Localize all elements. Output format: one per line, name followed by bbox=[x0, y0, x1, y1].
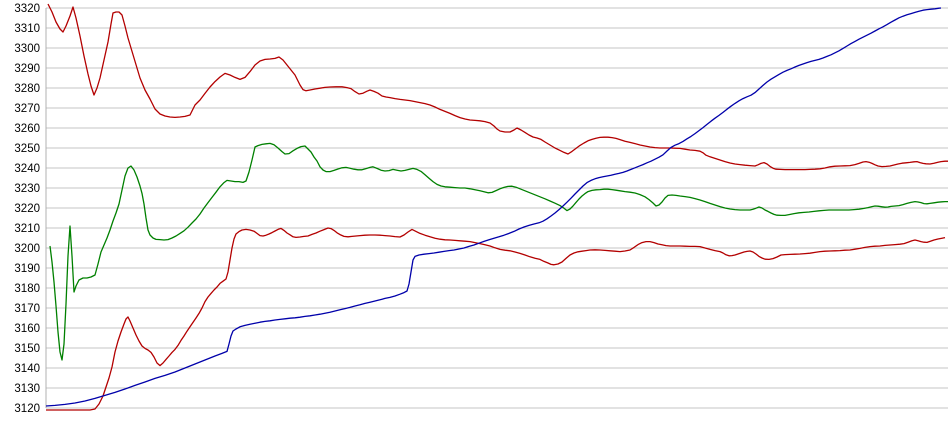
y-axis-tick-label: 3180 bbox=[14, 283, 40, 295]
y-axis-tick-label: 3230 bbox=[14, 183, 40, 195]
y-axis-tick-label: 3170 bbox=[14, 303, 40, 315]
y-axis-tick-label: 3190 bbox=[14, 263, 40, 275]
y-axis-tick-label: 3160 bbox=[14, 323, 40, 335]
green-line bbox=[49, 142, 948, 361]
y-axis-tick-label: 3260 bbox=[14, 123, 40, 135]
lower-red-line bbox=[46, 227, 946, 411]
y-axis-tick-label: 3120 bbox=[14, 403, 40, 415]
y-axis-tick-label: 3220 bbox=[14, 203, 40, 215]
y-axis-tick-label: 3210 bbox=[14, 223, 40, 235]
upper-red-line bbox=[47, 3, 948, 171]
y-axis-tick-label: 3290 bbox=[14, 63, 40, 75]
y-axis-tick-label: 3320 bbox=[14, 3, 40, 15]
y-axis-tick-label: 3300 bbox=[14, 43, 40, 55]
y-axis-tick-label: 3200 bbox=[14, 243, 40, 255]
blue-line bbox=[45, 7, 942, 407]
y-axis-tick-label: 3150 bbox=[14, 343, 40, 355]
y-axis-tick-label: 3280 bbox=[14, 83, 40, 95]
y-axis-tick-label: 3250 bbox=[14, 143, 40, 155]
y-axis-tick-label: 3240 bbox=[14, 163, 40, 175]
y-axis-tick-label: 3130 bbox=[14, 383, 40, 395]
y-axis-tick-label: 3310 bbox=[14, 23, 40, 35]
y-axis-tick-label: 3140 bbox=[14, 363, 40, 375]
y-axis-tick-label: 3270 bbox=[14, 103, 40, 115]
